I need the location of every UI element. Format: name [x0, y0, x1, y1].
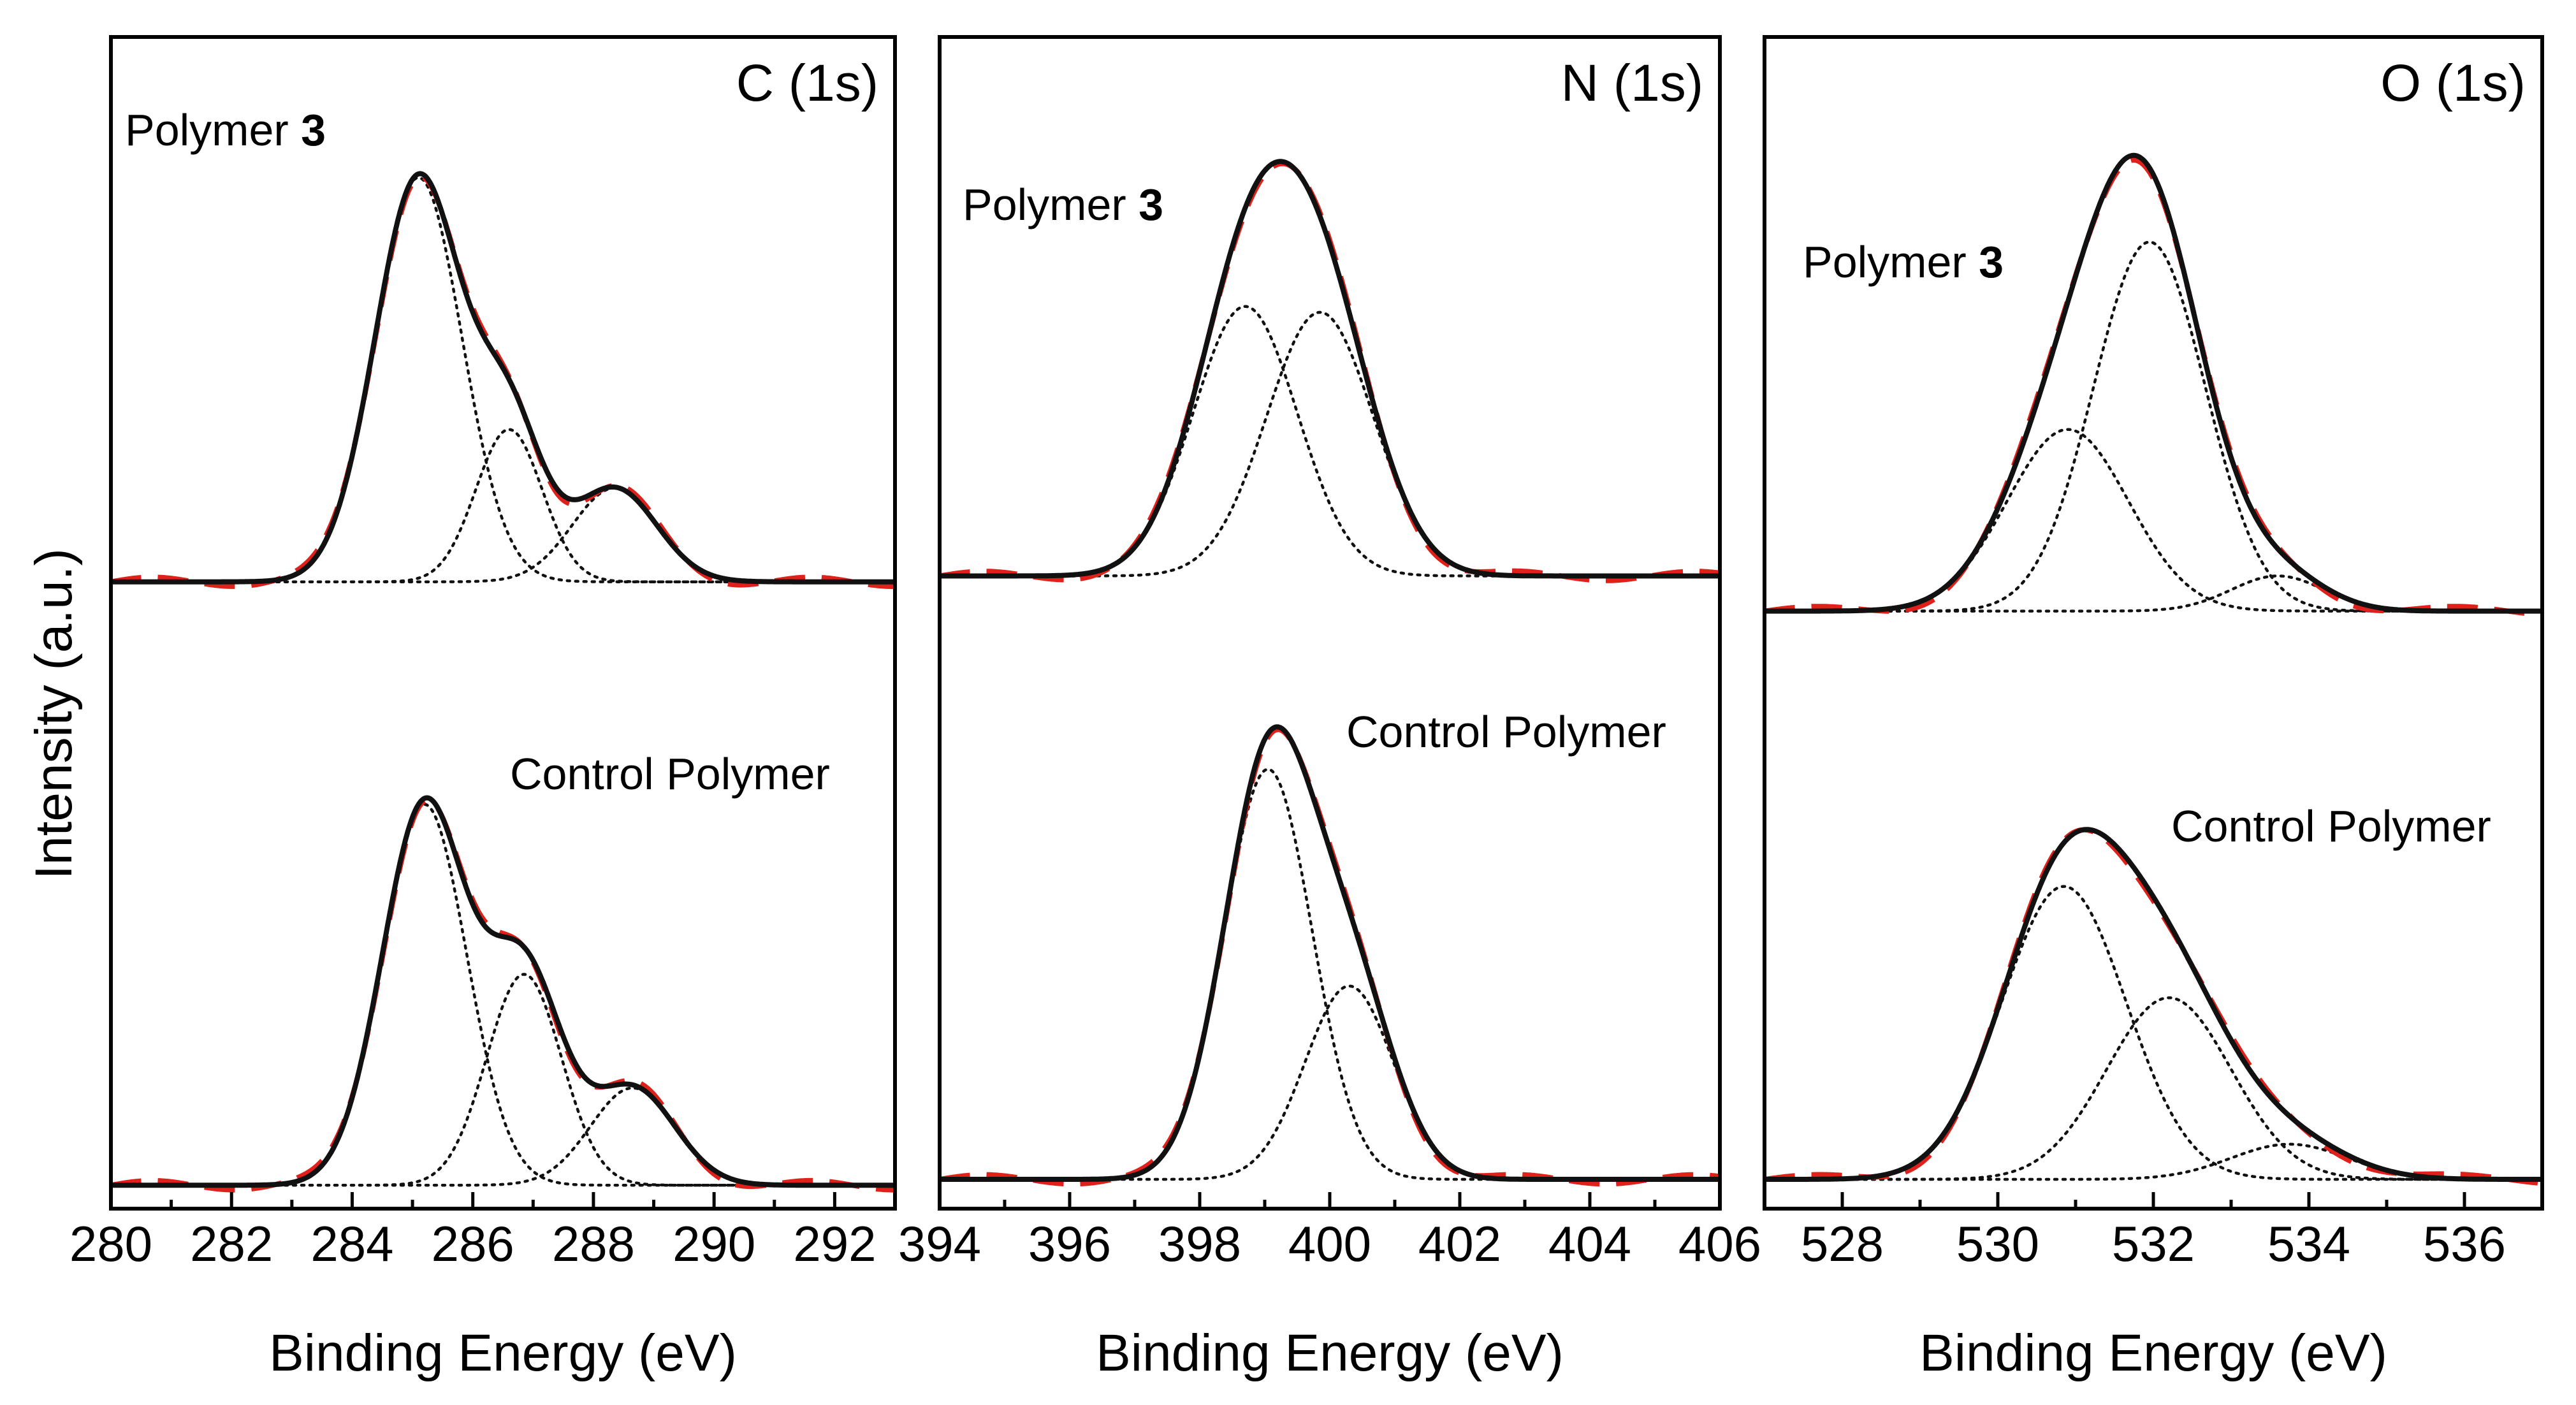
fit-curve	[940, 727, 1720, 1187]
series-label-control: Control Polymer	[510, 749, 830, 799]
component-peak-1	[940, 768, 1720, 1181]
panels: 280 282 284 286 288 290 292 Polymer 3 Control Po…	[69, 35, 2544, 1382]
x-axis-label: Binding Energy (eV)	[1919, 1324, 2387, 1382]
x-tick-label: 280	[69, 1216, 152, 1272]
component-peak-3	[111, 1086, 895, 1187]
x-tick-label: 396	[1028, 1216, 1111, 1272]
component-peak-2	[111, 428, 895, 583]
x-tick-label: 402	[1418, 1216, 1501, 1272]
panel-frame	[109, 35, 897, 1211]
series-label-control: Control Polymer	[1346, 707, 1666, 757]
fit-curve	[111, 174, 895, 589]
spectrum-polymer-3	[111, 171, 895, 589]
x-tick-label: 394	[898, 1216, 981, 1272]
x-tick-label: 284	[310, 1216, 393, 1272]
component-peak-1	[111, 176, 895, 583]
component-peak-1	[111, 803, 895, 1187]
component-peak-2	[1765, 996, 2542, 1181]
fit-curve	[111, 797, 895, 1193]
panel-label: N (1s)	[1561, 54, 1703, 112]
series-label-polymer-3: Polymer 3	[1803, 237, 2004, 287]
component-peak-1	[940, 305, 1720, 578]
plot-area	[1765, 152, 2542, 1186]
series-label-text: Polymer	[1803, 237, 1979, 287]
spectrum-polymer-3	[1765, 152, 2542, 618]
series-label-text: Polymer	[963, 180, 1139, 229]
panel-label: O (1s)	[2380, 54, 2526, 112]
envelope-curve	[940, 159, 1720, 579]
panel-o: 528 530 532 534 536 Polymer 3 Control Polymer O…	[1763, 35, 2544, 1382]
panel-label: C (1s)	[736, 54, 878, 112]
component-peak-2	[940, 984, 1720, 1181]
component-peak-2	[1765, 240, 2542, 613]
x-tick-label: 528	[1801, 1216, 1884, 1272]
fit-curve	[1765, 157, 2542, 618]
x-tick-label: 532	[2112, 1216, 2195, 1272]
envelope-curve	[111, 171, 895, 585]
x-tick-label: 536	[2423, 1216, 2506, 1272]
panel-frame	[1763, 35, 2544, 1211]
x-tick-label: 286	[432, 1216, 514, 1272]
x-axis-label: Binding Energy (eV)	[269, 1324, 737, 1382]
series-label-text: Control Polymer	[510, 749, 830, 799]
plot-area	[940, 159, 1720, 1187]
panel-frame	[938, 35, 1722, 1211]
panel-c: 280 282 284 286 288 290 292 Polymer 3 Control Po…	[69, 35, 897, 1382]
x-tick-label: 288	[552, 1216, 635, 1272]
y-axis-label: Intensity (a.u.)	[25, 548, 83, 880]
x-tick-label: 400	[1288, 1216, 1371, 1272]
component-peak-3	[1765, 574, 2542, 613]
x-axis-label: Binding Energy (eV)	[1096, 1324, 1564, 1382]
component-peak-1	[1765, 885, 2542, 1181]
envelope-curve	[111, 795, 895, 1188]
x-tick-label: 398	[1158, 1216, 1241, 1272]
spectrum-control-polymer	[111, 795, 895, 1193]
component-peak-2	[940, 310, 1720, 578]
spectrum-control-polymer	[1765, 827, 2542, 1186]
component-peak-3	[111, 486, 895, 583]
plot-area	[111, 171, 895, 1193]
x-tick-label: 530	[1956, 1216, 2039, 1272]
panel-n: 394 396 398 400 402 404 406 Polymer 3 Control Po…	[898, 35, 1761, 1382]
series-label-text: Control Polymer	[2171, 801, 2491, 851]
x-tick-label: 404	[1548, 1216, 1631, 1272]
envelope-curve	[940, 724, 1720, 1182]
x-tick-label: 290	[673, 1216, 755, 1272]
spectrum-polymer-3	[940, 159, 1720, 583]
envelope-curve	[1765, 827, 2542, 1182]
x-tick-label: 534	[2267, 1216, 2350, 1272]
series-label-text: Polymer	[125, 105, 301, 155]
spectrum-control-polymer	[940, 724, 1720, 1187]
component-peak-2	[111, 973, 895, 1187]
x-tick-label: 282	[190, 1216, 273, 1272]
envelope-curve	[1765, 152, 2542, 614]
series-label-polymer-3: Polymer 3	[125, 105, 326, 155]
series-label-bold: 3	[1979, 237, 2004, 287]
x-tick-label: 406	[1678, 1216, 1761, 1272]
series-label-bold: 3	[301, 105, 326, 155]
fit-curve	[1765, 827, 2542, 1186]
series-label-bold: 3	[1139, 180, 1163, 229]
series-label-polymer-3: Polymer 3	[963, 180, 1163, 229]
series-label-text: Control Polymer	[1346, 707, 1666, 757]
component-peak-1	[1765, 428, 2542, 613]
series-label-control: Control Polymer	[2171, 801, 2491, 851]
x-tick-label: 292	[793, 1216, 876, 1272]
